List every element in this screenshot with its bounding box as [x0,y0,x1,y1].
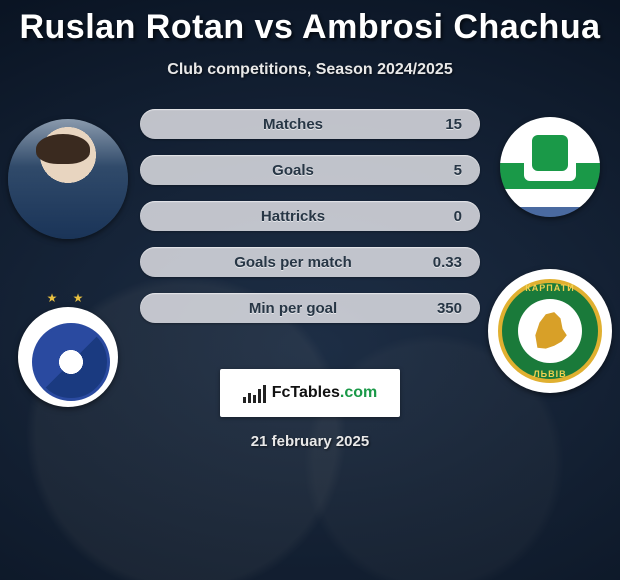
footer-date: 21 february 2025 [251,433,369,450]
stat-row: Min per goal 350 [140,293,480,323]
stat-row: Goals 5 [140,155,480,185]
branding-box: FcTables.com [220,369,400,417]
stat-label: Hattricks [261,208,325,225]
branding-name: FcTables [272,384,340,401]
club2-text-bottom: ЛЬВІВ [488,369,612,379]
stat-value: 5 [454,155,462,185]
player1-avatar [8,119,128,239]
stat-row: Hattricks 0 [140,201,480,231]
lion-icon [529,310,571,352]
stat-label: Goals [272,162,314,179]
stats-list: Matches 15 Goals 5 Hattricks 0 Goals per… [140,109,480,323]
page-title: Ruslan Rotan vs Ambrosi Chachua [19,8,600,47]
club1-badge [18,307,118,407]
stat-row: Matches 15 [140,109,480,139]
branding-suffix: .com [340,384,377,401]
page-subtitle: Club competitions, Season 2024/2025 [167,61,452,79]
stat-row: Goals per match 0.33 [140,247,480,277]
stat-value: 350 [437,293,462,323]
stat-label: Min per goal [249,300,337,317]
stat-value: 0.33 [433,247,462,277]
stat-value: 0 [454,201,462,231]
club2-text-top: КАРПАТИ [488,283,612,293]
stat-value: 15 [445,109,462,139]
chart-icon [243,383,266,403]
player2-avatar [500,117,600,217]
stat-label: Matches [263,116,323,133]
stat-label: Goals per match [234,254,352,271]
club2-badge: КАРПАТИ ЛЬВІВ [488,269,612,393]
branding-text: FcTables.com [272,384,378,402]
